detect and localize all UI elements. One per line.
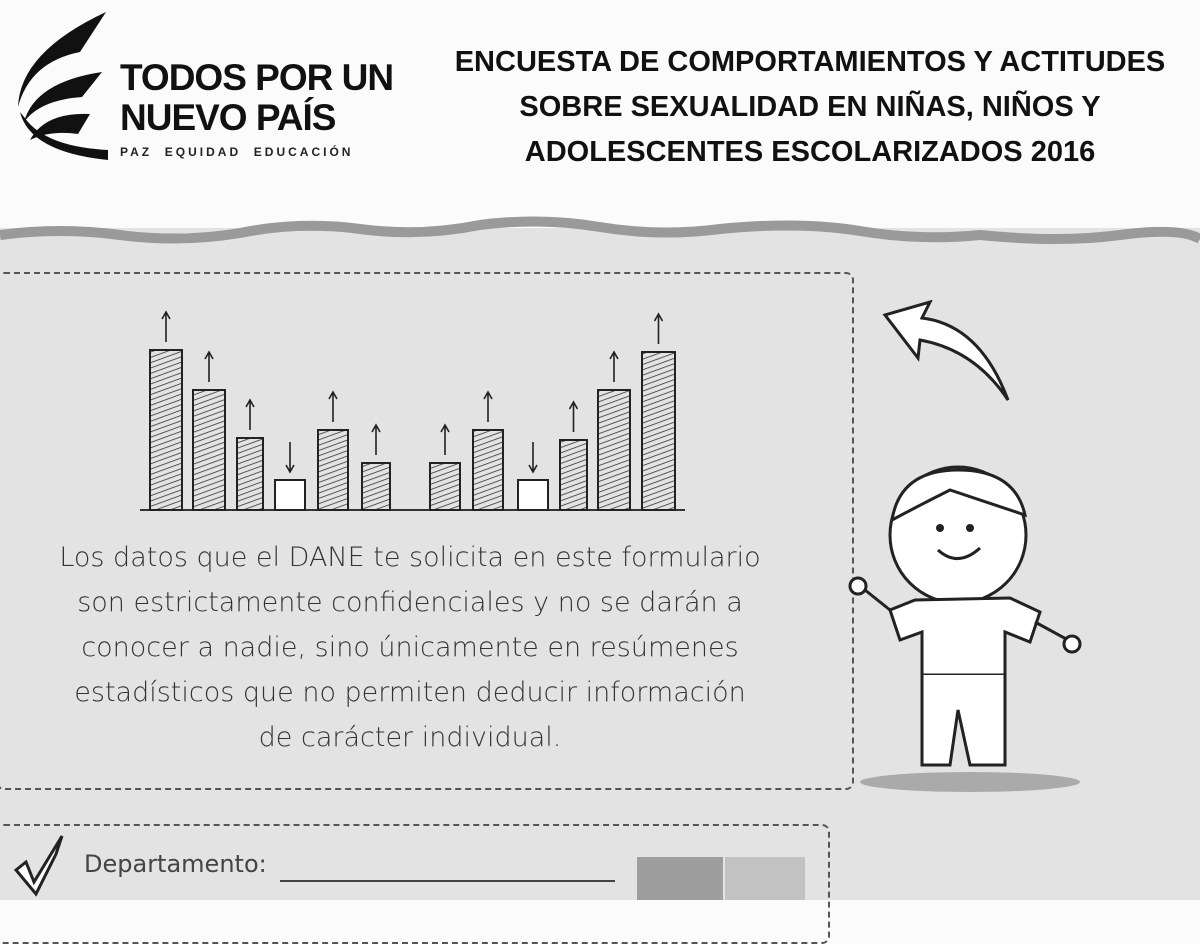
notice-line: Los datos que el DANE te solicita en est… bbox=[59, 542, 761, 573]
torn-edge bbox=[0, 216, 1200, 244]
arrow-up-icon bbox=[204, 350, 214, 382]
title-line: SOBRE SEXUALIDAD EN NIÑAS, NIÑOS Y bbox=[519, 91, 1101, 123]
arrow-up-icon bbox=[653, 312, 664, 344]
code-box-2 bbox=[725, 857, 805, 900]
illustration-bar bbox=[429, 462, 461, 511]
logo-emblem bbox=[18, 12, 108, 160]
notice-line: de carácter individual. bbox=[258, 722, 562, 753]
illustration-bar bbox=[361, 462, 391, 511]
illustration-bar bbox=[149, 349, 183, 511]
illustration-bar bbox=[517, 479, 549, 511]
arrow-up-icon bbox=[328, 390, 338, 422]
logo-tagline: PAZ EQUIDAD EDUCACIÓN bbox=[120, 145, 354, 159]
notice-line: estadísticos que no permiten deducir inf… bbox=[74, 677, 746, 708]
arrow-up-icon bbox=[568, 400, 579, 432]
illustration-bar bbox=[559, 439, 588, 511]
boy-illustration bbox=[848, 465, 1082, 792]
arrow-down-icon bbox=[528, 442, 538, 474]
survey-title: ENCUESTA DE COMPORTAMIENTOS Y ACTITUDES … bbox=[440, 40, 1180, 175]
logo-line2: NUEVO PAÍS bbox=[120, 97, 336, 138]
illustration-bar bbox=[236, 437, 264, 511]
arrow-up-icon bbox=[245, 398, 255, 430]
bar-illustration bbox=[140, 310, 685, 511]
arrow-up-icon bbox=[609, 350, 619, 382]
logo-wordmark: TODOS POR UN NUEVO PAÍS bbox=[120, 57, 394, 138]
title-line: ADOLESCENTES ESCOLARIZADOS 2016 bbox=[524, 136, 1096, 168]
notice-line: conocer a nadie, sino únicamente en resú… bbox=[81, 632, 739, 663]
title-line: ENCUESTA DE COMPORTAMIENTOS Y ACTITUDES bbox=[454, 46, 1166, 78]
confidentiality-notice: Los datos que el DANE te solicita en est… bbox=[0, 535, 820, 760]
illustration-bar bbox=[641, 351, 676, 511]
illustration-bar bbox=[597, 389, 631, 511]
illustration-bar bbox=[472, 429, 504, 511]
illustration-bar bbox=[192, 389, 226, 511]
arrow-down-icon bbox=[285, 442, 295, 474]
curved-arrow-icon bbox=[882, 300, 1010, 401]
arrow-up-icon bbox=[161, 310, 171, 342]
arrow-up-icon bbox=[371, 423, 381, 455]
checkmark-icon bbox=[13, 835, 64, 897]
illustration-bar bbox=[317, 429, 349, 511]
arrow-up-icon bbox=[483, 390, 493, 422]
department-input-line[interactable] bbox=[280, 880, 615, 882]
notice-box bbox=[0, 272, 854, 790]
code-box-1 bbox=[637, 857, 723, 900]
illustration-bar bbox=[274, 479, 306, 511]
notice-line: son estrictamente confidenciales y no se… bbox=[77, 587, 743, 618]
department-label: Departamento: bbox=[84, 850, 267, 878]
arrow-up-icon bbox=[440, 423, 450, 455]
logo-line1: TODOS POR UN bbox=[120, 57, 394, 98]
